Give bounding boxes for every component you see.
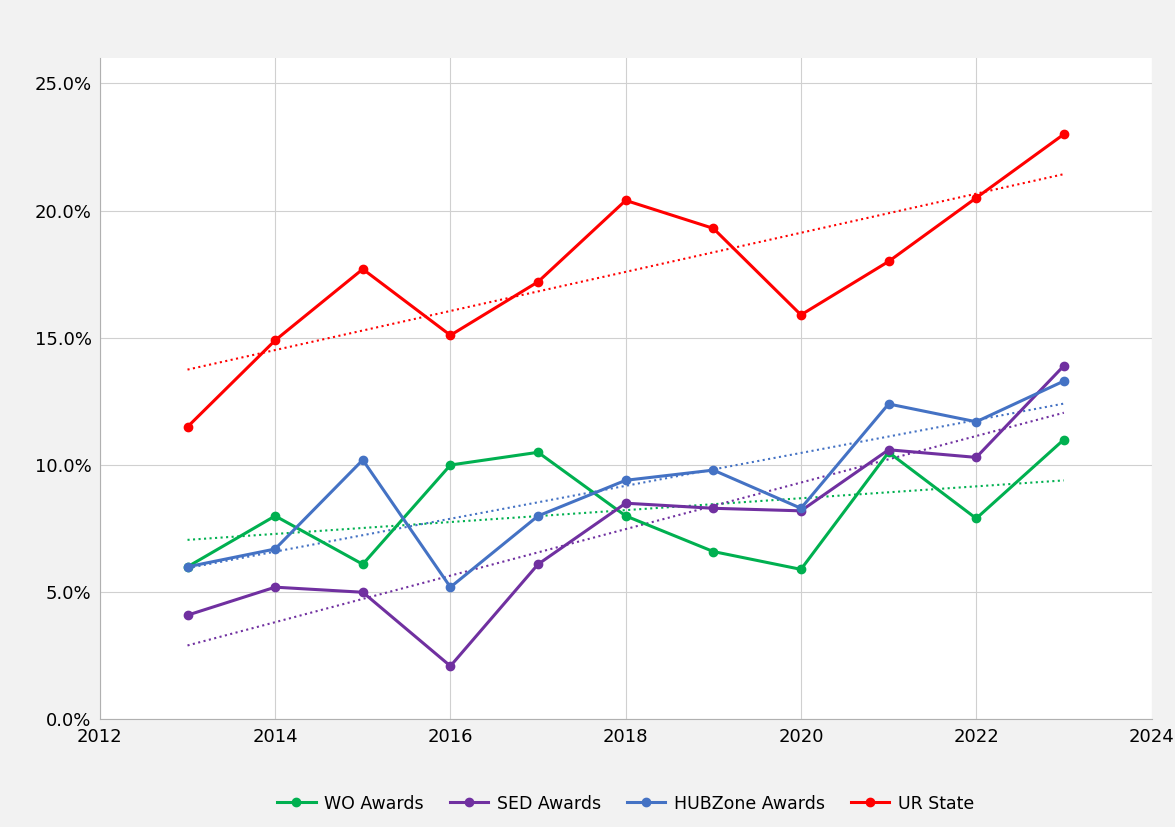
Legend: WO Awards, SED Awards, HUBZone Awards, UR State: WO Awards, SED Awards, HUBZone Awards, U… (270, 787, 981, 820)
UR State (443, 330, 457, 340)
WO Awards (881, 447, 895, 457)
UR State (268, 336, 282, 346)
SED Awards (181, 610, 195, 620)
SED Awards (969, 452, 983, 462)
WO Awards (618, 511, 632, 521)
WO Awards (706, 547, 720, 557)
UR State (181, 422, 195, 432)
HUBZone Awards (969, 417, 983, 427)
UR State (706, 223, 720, 233)
SED Awards (706, 504, 720, 514)
SED Awards (356, 587, 370, 597)
UR State (881, 256, 895, 266)
WO Awards (181, 562, 195, 571)
HUBZone Awards (1056, 376, 1070, 386)
HUBZone Awards (181, 562, 195, 571)
UR State (969, 193, 983, 203)
Line: UR State: UR State (183, 130, 1068, 431)
HUBZone Awards (268, 544, 282, 554)
Line: HUBZone Awards: HUBZone Awards (183, 377, 1068, 591)
WO Awards (356, 559, 370, 569)
SED Awards (881, 445, 895, 455)
Line: SED Awards: SED Awards (183, 361, 1068, 670)
SED Awards (618, 498, 632, 508)
UR State (618, 195, 632, 205)
HUBZone Awards (443, 582, 457, 592)
HUBZone Awards (881, 399, 895, 409)
WO Awards (531, 447, 545, 457)
UR State (356, 264, 370, 274)
SED Awards (531, 559, 545, 569)
HUBZone Awards (356, 455, 370, 465)
SED Awards (443, 661, 457, 671)
HUBZone Awards (531, 511, 545, 521)
SED Awards (268, 582, 282, 592)
SED Awards (1056, 361, 1070, 370)
UR State (1056, 129, 1070, 139)
SED Awards (794, 506, 808, 516)
WO Awards (268, 511, 282, 521)
HUBZone Awards (618, 476, 632, 485)
UR State (794, 310, 808, 320)
WO Awards (443, 460, 457, 470)
Line: WO Awards: WO Awards (183, 436, 1068, 573)
WO Awards (969, 514, 983, 523)
UR State (531, 277, 545, 287)
WO Awards (1056, 435, 1070, 445)
WO Awards (794, 564, 808, 574)
HUBZone Awards (794, 504, 808, 514)
HUBZone Awards (706, 465, 720, 475)
